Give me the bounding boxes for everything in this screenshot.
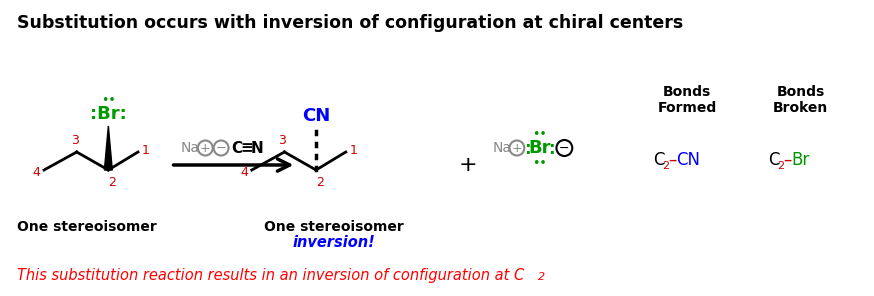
Text: Br: Br (529, 139, 551, 157)
Text: 2: 2 (662, 161, 669, 171)
Text: 3: 3 (71, 133, 79, 147)
Text: +: + (200, 141, 211, 155)
Text: 1: 1 (350, 144, 357, 157)
Text: Na: Na (492, 141, 511, 155)
Text: +: + (511, 141, 522, 155)
Text: Br: Br (791, 151, 809, 169)
Text: ••: •• (532, 128, 547, 141)
Text: inversion!: inversion! (293, 235, 375, 250)
Text: :Br:: :Br: (90, 105, 127, 123)
Text: –: – (783, 151, 791, 169)
Text: −: − (216, 141, 226, 155)
Text: 2: 2 (108, 176, 116, 189)
Text: One stereoisomer: One stereoisomer (264, 220, 404, 234)
Text: ••: •• (532, 157, 547, 170)
Text: C: C (768, 151, 780, 169)
Text: 2: 2 (777, 161, 784, 171)
Text: 2: 2 (316, 176, 324, 189)
Text: Substitution occurs with inversion of configuration at chiral centers: Substitution occurs with inversion of co… (17, 14, 683, 32)
Text: CN: CN (676, 151, 700, 169)
Text: ≡: ≡ (239, 141, 253, 155)
Text: 2: 2 (538, 272, 545, 282)
Polygon shape (104, 126, 112, 170)
Text: ••: •• (101, 94, 115, 107)
Text: Bonds
Formed: Bonds Formed (657, 85, 717, 115)
Text: N: N (251, 141, 264, 155)
Text: Bonds
Broken: Bonds Broken (773, 85, 829, 115)
Text: –: – (669, 151, 676, 169)
Text: 3: 3 (279, 133, 287, 147)
Text: This substitution reaction results in an inversion of configuration at C: This substitution reaction results in an… (17, 268, 524, 283)
Text: 4: 4 (32, 165, 40, 178)
Text: C: C (231, 141, 242, 155)
Text: 1: 1 (142, 144, 149, 157)
Text: C: C (654, 151, 665, 169)
Text: +: + (459, 155, 478, 175)
Text: Na: Na (181, 141, 199, 155)
Text: −: − (559, 141, 570, 155)
Text: CN: CN (302, 107, 330, 125)
Text: :: : (524, 140, 531, 158)
Text: One stereoisomer: One stereoisomer (17, 220, 156, 234)
Text: :: : (548, 140, 555, 158)
Text: 4: 4 (240, 165, 248, 178)
